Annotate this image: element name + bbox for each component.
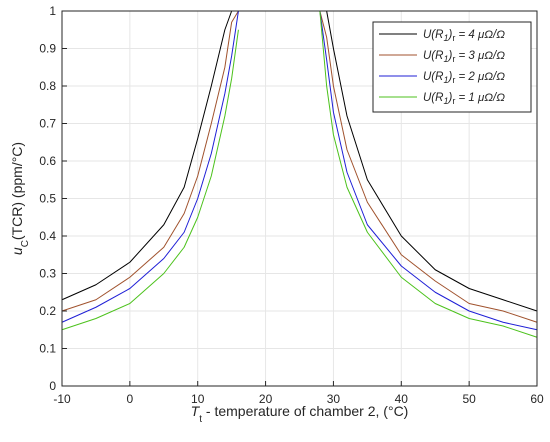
legend-label-2: U(R1)r = 3 μΩ/Ω xyxy=(423,50,505,64)
y-tick-label: 0.4 xyxy=(39,229,56,243)
x-tick-label: -10 xyxy=(53,392,71,406)
series-line-4-right xyxy=(319,10,538,338)
y-tick-label: 0.7 xyxy=(39,117,56,131)
x-axis-ticks: -10 0 10 20 30 40 50 60 xyxy=(53,381,544,406)
y-tick-label: 0.2 xyxy=(39,304,56,318)
x-tick-label: 0 xyxy=(127,392,134,406)
y-tick-label: 0.3 xyxy=(39,267,56,281)
legend: U(R1)r = 4 μΩ/Ω U(R1)r = 3 μΩ/Ω U(R1)r = 2… xyxy=(372,21,532,113)
x-tick-label: 40 xyxy=(395,392,409,406)
y-tick-label: 0.9 xyxy=(39,42,56,56)
y-tick-label: 0.6 xyxy=(39,154,56,168)
x-tick-label: 10 xyxy=(191,392,205,406)
series-line-1-left xyxy=(61,10,239,301)
series-line-4-left xyxy=(61,29,239,331)
series-line-3-right xyxy=(319,10,538,331)
series-line-1-right xyxy=(319,10,538,312)
legend-label-3: U(R1)r = 2 μΩ/Ω xyxy=(423,71,505,85)
legend-items: U(R1)r = 4 μΩ/Ω U(R1)r = 3 μΩ/Ω U(R1)r = 2… xyxy=(379,29,505,106)
legend-label-1: U(R1)r = 4 μΩ/Ω xyxy=(423,29,505,43)
y-axis-ticks: 0 0.1 0.2 0.3 0.4 0.5 0.6 0.7 0.8 0.9 1 xyxy=(39,4,67,393)
y-axis-label: uC(TCR) (ppm/°C) xyxy=(9,142,31,255)
y-tick-label: 0.1 xyxy=(39,342,56,356)
x-axis-label: Tt - temperature of chamber 2, (°C) xyxy=(191,403,409,425)
x-tick-label: 50 xyxy=(462,392,476,406)
series-line-2-left xyxy=(61,10,239,312)
x-axis-label-rest: - temperature of chamber 2, (°C) xyxy=(202,403,408,419)
y-tick-label: 0.5 xyxy=(39,192,56,206)
y-tick-label: 0.8 xyxy=(39,79,56,93)
series-line-2-right xyxy=(319,10,538,323)
y-axis-label-rest: (TCR) (ppm/°C) xyxy=(9,142,25,240)
x-axis-label-main: T xyxy=(191,403,201,419)
x-tick-label: 20 xyxy=(259,392,273,406)
y-axis-label-sub: C xyxy=(20,240,31,247)
series-line-3-left xyxy=(61,10,239,323)
x-tick-label: 60 xyxy=(530,392,544,406)
legend-label-4: U(R1)r = 1 μΩ/Ω xyxy=(423,92,505,106)
x-tick-label: 30 xyxy=(327,392,341,406)
y-tick-label: 1 xyxy=(49,4,56,18)
y-tick-label: 0 xyxy=(49,379,56,393)
y-axis-label-main: u xyxy=(9,247,25,255)
series-lines xyxy=(61,10,538,338)
x-axis-label-sub: t xyxy=(199,414,202,425)
